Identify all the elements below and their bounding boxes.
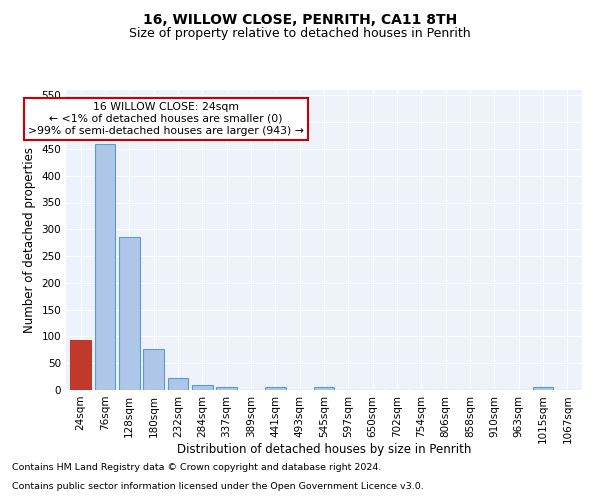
Text: Contains public sector information licensed under the Open Government Licence v3: Contains public sector information licen… [12,482,424,491]
Bar [70,340,91,390]
Bar [143,350,164,390]
Text: Size of property relative to detached houses in Penrith: Size of property relative to detached ho… [129,28,471,40]
Text: 16, WILLOW CLOSE, PENRITH, CA11 8TH: 16, WILLOW CLOSE, PENRITH, CA11 8TH [143,12,457,26]
Bar [533,388,553,390]
Text: 16 WILLOW CLOSE: 24sqm
← <1% of detached houses are smaller (0)
>99% of semi-det: 16 WILLOW CLOSE: 24sqm ← <1% of detached… [28,102,304,136]
Bar [314,388,334,390]
Text: Distribution of detached houses by size in Penrith: Distribution of detached houses by size … [177,442,471,456]
Bar [265,388,286,390]
Y-axis label: Number of detached properties: Number of detached properties [23,147,36,333]
Text: Contains HM Land Registry data © Crown copyright and database right 2024.: Contains HM Land Registry data © Crown c… [12,464,382,472]
Bar [167,378,188,390]
Bar [192,384,212,390]
Bar [216,387,237,390]
Bar [95,144,115,390]
Bar [119,237,140,390]
